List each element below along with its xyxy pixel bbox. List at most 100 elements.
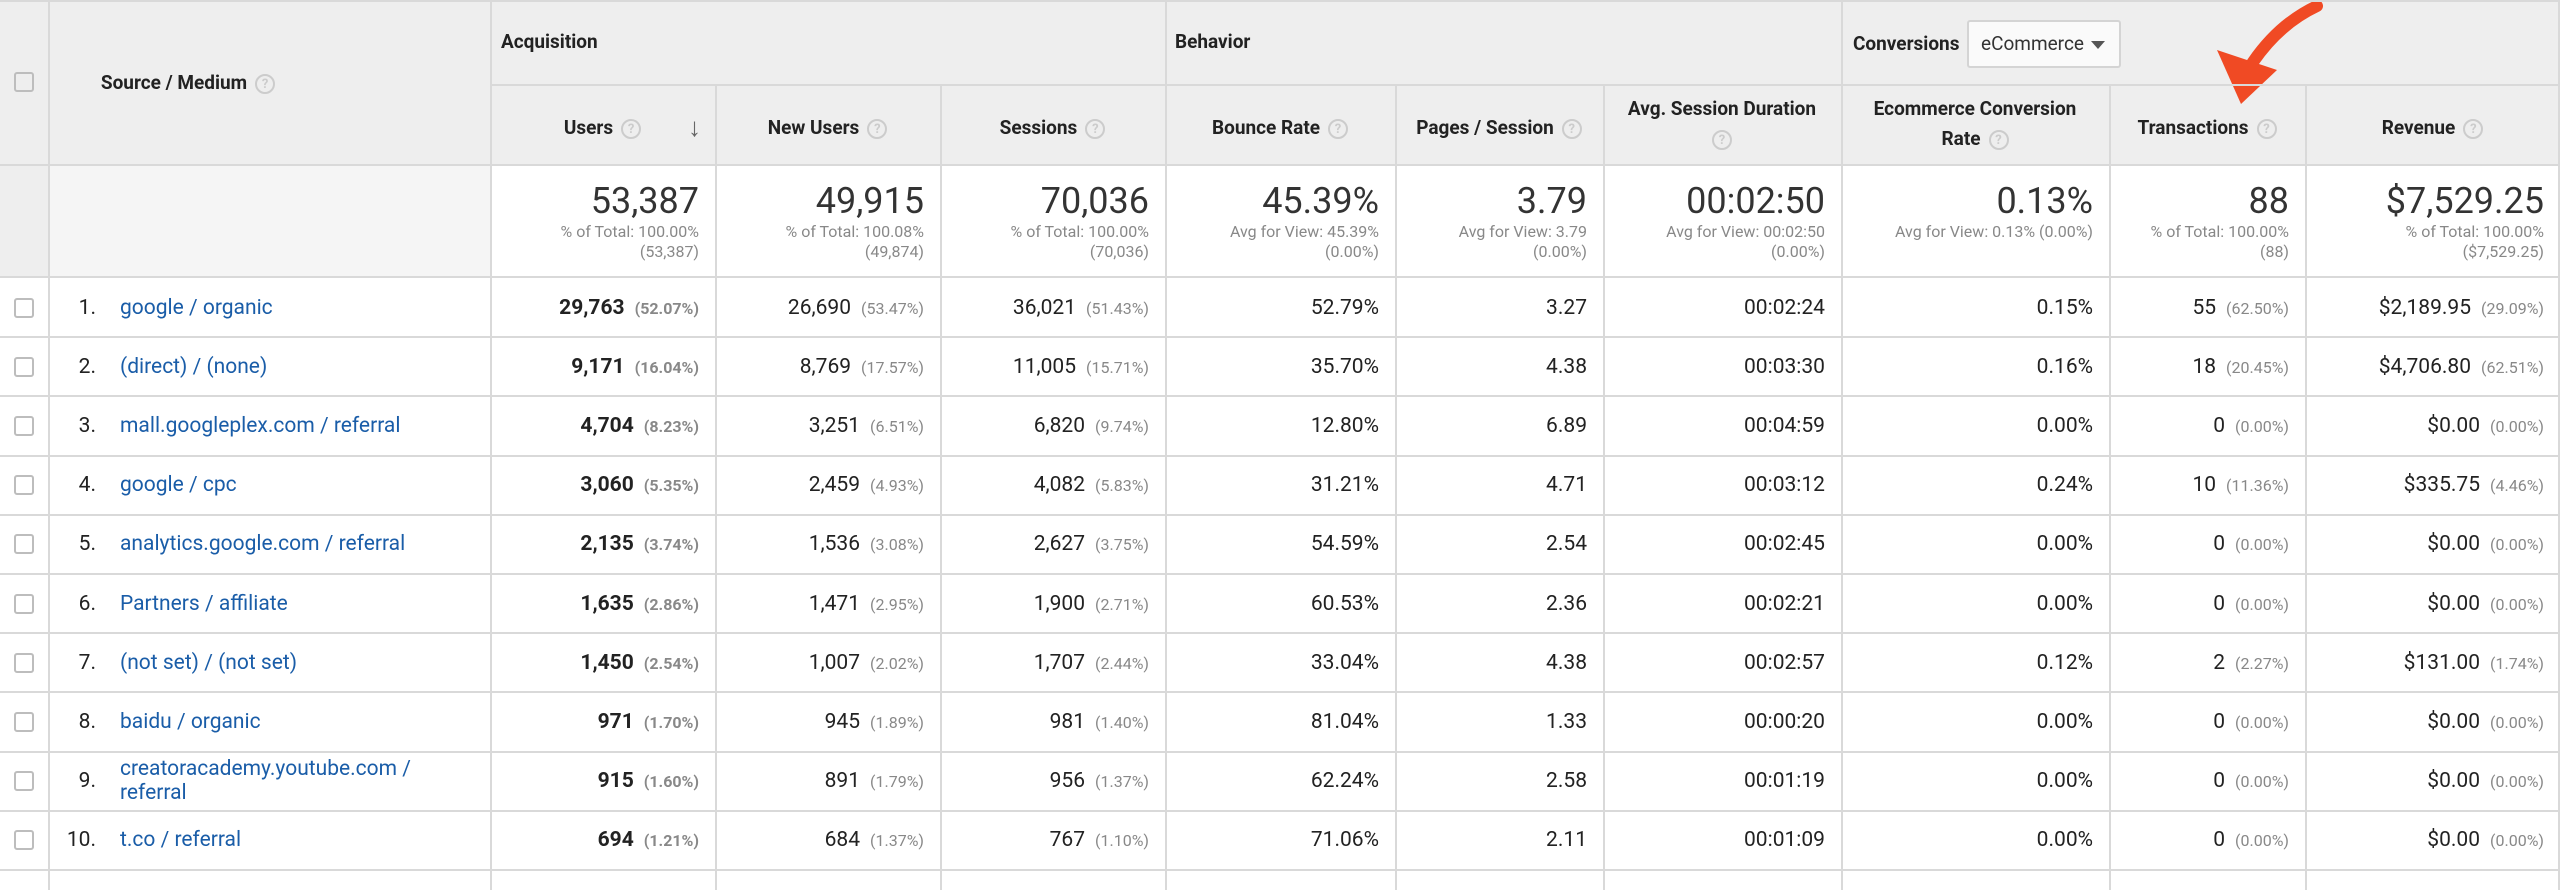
table-row[interactable]: 3. mall.googleplex.com / referral 4,704 (8.…	[0, 396, 2560, 455]
cell-sessions: 4,082 (5.83%)	[1033, 473, 1149, 498]
table-row[interactable]: 9. creatoracademy.youtube.com / referral 91…	[0, 752, 2560, 811]
total-avg-session-duration: 00:02:50 Avg for View: 00:02:50 (0.00%)	[1666, 180, 1825, 261]
cell-bounce-rate: 60.53%	[1310, 591, 1379, 616]
group-acquisition: Acquisition	[501, 30, 598, 53]
cell-sessions: 6,820 (9.74%)	[1033, 413, 1149, 438]
cell-transactions: 10 (11.36%)	[2192, 473, 2289, 498]
cell-ecommerce-conversion-rate: 0.00%	[2036, 709, 2093, 734]
source-medium-link[interactable]: mall.googleplex.com / referral	[120, 413, 401, 438]
column-header-sessions[interactable]: Sessions?	[940, 113, 1165, 143]
table-row[interactable]: 2. (direct) / (none) 9,171 (16.04%) 8,769 (17…	[0, 337, 2560, 396]
row-index: 2.	[78, 354, 96, 379]
cell-sessions: 36,021 (51.43%)	[1012, 295, 1149, 320]
cell-sessions: 1,707 (2.44%)	[1033, 650, 1149, 675]
cell-transactions: 0 (0.00%)	[2213, 591, 2289, 616]
source-medium-link[interactable]: baidu / organic	[120, 709, 261, 734]
source-medium-link[interactable]: analytics.google.com / referral	[120, 532, 406, 557]
cell-pages-session: 4.38	[1546, 650, 1587, 675]
cell-ecommerce-conversion-rate: 0.00%	[2036, 828, 2093, 853]
row-checkbox[interactable]	[14, 771, 34, 792]
cell-avg-session-duration: 00:01:19	[1744, 769, 1825, 794]
table-row[interactable]: 5. analytics.google.com / referral 2,135 (3…	[0, 515, 2560, 574]
help-icon[interactable]: ?	[867, 118, 888, 139]
cell-bounce-rate: 33.04%	[1310, 650, 1379, 675]
column-header-revenue[interactable]: Revenue?	[2305, 113, 2560, 143]
help-icon[interactable]: ?	[2256, 118, 2277, 139]
row-index: 4.	[78, 473, 96, 498]
cell-pages-session: 2.11	[1546, 828, 1587, 853]
column-header-transactions[interactable]: Transactions?	[2109, 113, 2305, 143]
cell-bounce-rate: 35.70%	[1310, 354, 1379, 379]
row-checkbox[interactable]	[14, 534, 34, 555]
cell-avg-session-duration: 00:03:30	[1744, 354, 1825, 379]
row-checkbox[interactable]	[14, 652, 34, 673]
cell-users: 2,135 (3.74%)	[580, 532, 699, 557]
conversions-select[interactable]: eCommerce	[1967, 20, 2121, 68]
cell-users: 29,763 (52.07%)	[559, 295, 699, 320]
cell-avg-session-duration: 00:04:59	[1744, 413, 1825, 438]
cell-new-users: 3,251 (6.51%)	[808, 413, 924, 438]
cell-pages-session: 1.33	[1546, 709, 1587, 734]
source-medium-link[interactable]: google / cpc	[120, 473, 237, 498]
cell-users: 971 (1.70%)	[597, 709, 699, 734]
row-checkbox[interactable]	[14, 830, 34, 851]
row-checkbox[interactable]	[14, 711, 34, 732]
select-all-checkbox[interactable]	[14, 72, 34, 92]
help-icon[interactable]: ?	[621, 118, 642, 139]
column-header-source-medium[interactable]: Source / Medium?	[48, 68, 328, 98]
cell-users: 694 (1.21%)	[597, 828, 699, 853]
row-checkbox[interactable]	[14, 356, 34, 377]
cell-bounce-rate: 54.59%	[1310, 532, 1379, 557]
help-icon[interactable]: ?	[1988, 129, 2009, 150]
row-checkbox[interactable]	[14, 475, 34, 496]
cell-sessions: 2,627 (3.75%)	[1033, 532, 1149, 557]
cell-bounce-rate: 12.80%	[1310, 413, 1379, 438]
help-icon[interactable]: ?	[255, 73, 276, 94]
source-medium-link[interactable]: t.co / referral	[120, 828, 242, 853]
cell-new-users: 945 (1.89%)	[824, 709, 924, 734]
cell-bounce-rate: 31.21%	[1310, 473, 1379, 498]
cell-bounce-rate: 71.06%	[1310, 828, 1379, 853]
row-checkbox[interactable]	[14, 297, 34, 318]
row-checkbox[interactable]	[14, 415, 34, 436]
source-medium-link[interactable]: google / organic	[120, 295, 273, 320]
source-medium-link[interactable]: creatoracademy.youtube.com / referral	[120, 757, 411, 806]
row-checkbox[interactable]	[14, 593, 34, 614]
source-medium-link[interactable]: (not set) / (not set)	[120, 650, 298, 675]
column-header-avg-session-duration[interactable]: Avg. Session Duration ?	[1627, 97, 1817, 150]
annotation-arrow-icon	[2217, 0, 2323, 104]
column-header-bounce-rate[interactable]: Bounce Rate?	[1165, 113, 1395, 143]
table-row[interactable]: 6. Partners / affiliate 1,635 (2.86%) 1,471(…	[0, 574, 2560, 633]
cell-new-users: 2,459 (4.93%)	[808, 473, 924, 498]
cell-users: 1,635 (2.86%)	[580, 591, 699, 616]
table-row[interactable]: 1. google / organic 29,763 (52.07%) 26,690 (5…	[0, 278, 2560, 337]
help-icon[interactable]: ?	[1085, 118, 1106, 139]
table-row[interactable]: 7. (not set) / (not set) 1,450 (2.54%) 1,007…	[0, 633, 2560, 692]
total-revenue: $7,529.25 % of Total: 100.00% ($7,529.25)	[2385, 180, 2544, 261]
table-row[interactable]: 8. baidu / organic 971 (1.70%) 945 (1.89%) 981…	[0, 692, 2560, 751]
column-header-new-users[interactable]: New Users?	[715, 113, 940, 143]
column-header-users[interactable]: Users?	[490, 113, 715, 143]
cell-pages-session: 2.36	[1546, 591, 1587, 616]
help-icon[interactable]: ?	[2463, 118, 2484, 139]
sort-descending-icon[interactable]: ↓	[688, 113, 701, 143]
source-medium-link[interactable]: (direct) / (none)	[120, 354, 268, 379]
help-icon[interactable]: ?	[1712, 129, 1732, 150]
cell-transactions: 55 (62.50%)	[2192, 295, 2289, 320]
table-row[interactable]: 10. t.co / referral 694 (1.21%) 684 (1.37%) 76…	[0, 811, 2560, 870]
column-header-ecommerce-conversion-rate[interactable]: Ecommerce Conversion Rate?	[1873, 97, 2077, 150]
cell-bounce-rate: 62.24%	[1310, 769, 1379, 794]
source-medium-link[interactable]: Partners / affiliate	[120, 591, 288, 616]
row-index: 7.	[78, 650, 96, 675]
cell-avg-session-duration: 00:02:24	[1744, 295, 1825, 320]
cell-transactions: 0 (0.00%)	[2213, 769, 2289, 794]
total-new-users: 49,915 % of Total: 100.08% (49,874)	[785, 180, 925, 261]
total-users: 53,387 % of Total: 100.00% (53,387)	[560, 180, 700, 261]
help-icon[interactable]: ?	[1328, 118, 1349, 139]
cell-revenue: $0.00 (0.00%)	[2427, 709, 2544, 734]
column-header-pages-session[interactable]: Pages / Session?	[1395, 113, 1603, 143]
table-row[interactable]: 4. google / cpc 3,060 (5.35%) 2,459 (4.93%) 4,…	[0, 456, 2560, 515]
total-sessions: 70,036 % of Total: 100.00% (70,036)	[1010, 180, 1150, 261]
help-icon[interactable]: ?	[1561, 118, 1582, 139]
cell-revenue: $0.00 (0.00%)	[2427, 591, 2544, 616]
